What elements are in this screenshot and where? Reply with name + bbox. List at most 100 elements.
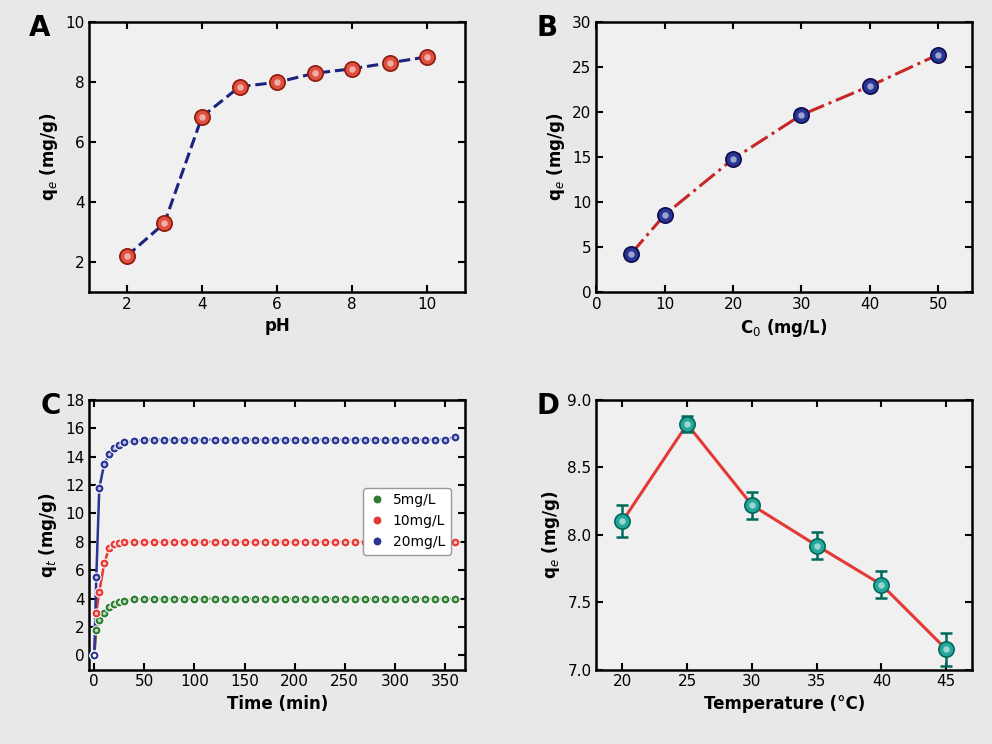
5mg/L [318,594,330,603]
10mg/L [128,537,140,546]
20mg/L [228,435,240,444]
20mg/L [299,435,310,444]
10mg/L [369,537,381,546]
10mg/L [198,537,210,546]
5mg/L [88,651,100,660]
5mg/L [449,594,461,603]
5mg/L [389,594,401,603]
10mg/L [429,537,440,546]
20mg/L [369,435,381,444]
20mg/L [328,435,340,444]
20mg/L [198,435,210,444]
5mg/L [299,594,310,603]
20mg/L [149,435,161,444]
20mg/L [409,435,421,444]
10mg/L [328,537,340,546]
20mg/L [339,435,351,444]
X-axis label: pH: pH [264,318,290,336]
20mg/L [93,484,105,493]
5mg/L [218,594,230,603]
5mg/L [259,594,271,603]
10mg/L [419,537,431,546]
20mg/L [389,435,401,444]
10mg/L [349,537,361,546]
10mg/L [339,537,351,546]
5mg/L [228,594,240,603]
20mg/L [379,435,391,444]
20mg/L [279,435,291,444]
5mg/L [159,594,171,603]
5mg/L [149,594,161,603]
5mg/L [429,594,440,603]
10mg/L [98,559,110,568]
20mg/L [419,435,431,444]
10mg/L [409,537,421,546]
10mg/L [269,537,281,546]
10mg/L [208,537,220,546]
20mg/L [90,573,102,582]
10mg/L [359,537,371,546]
Y-axis label: q$_{e}$ (mg/g): q$_{e}$ (mg/g) [540,490,561,579]
5mg/L [279,594,291,603]
10mg/L [249,537,261,546]
10mg/L [88,651,100,660]
10mg/L [218,537,230,546]
5mg/L [349,594,361,603]
5mg/L [369,594,381,603]
10mg/L [309,537,320,546]
10mg/L [139,537,151,546]
5mg/L [208,594,220,603]
10mg/L [159,537,171,546]
10mg/L [299,537,310,546]
10mg/L [149,537,161,546]
Text: A: A [29,14,51,42]
5mg/L [103,603,115,612]
20mg/L [118,438,130,447]
5mg/L [409,594,421,603]
5mg/L [439,594,451,603]
5mg/L [339,594,351,603]
5mg/L [93,615,105,624]
5mg/L [179,594,190,603]
5mg/L [239,594,251,603]
5mg/L [309,594,320,603]
Line: 5mg/L: 5mg/L [89,594,459,660]
5mg/L [269,594,281,603]
10mg/L [228,537,240,546]
10mg/L [399,537,411,546]
10mg/L [179,537,190,546]
20mg/L [439,435,451,444]
20mg/L [139,435,151,444]
Text: B: B [537,14,558,42]
5mg/L [198,594,210,603]
5mg/L [108,600,120,609]
5mg/L [169,594,181,603]
20mg/L [113,441,125,450]
20mg/L [128,437,140,446]
20mg/L [208,435,220,444]
10mg/L [379,537,391,546]
10mg/L [113,538,125,547]
20mg/L [88,651,100,660]
5mg/L [113,597,125,606]
5mg/L [289,594,301,603]
20mg/L [309,435,320,444]
5mg/L [139,594,151,603]
10mg/L [239,537,251,546]
5mg/L [98,609,110,618]
Y-axis label: q$_{e}$ (mg/g): q$_{e}$ (mg/g) [38,113,60,202]
20mg/L [349,435,361,444]
Line: 20mg/L: 20mg/L [89,432,459,660]
10mg/L [103,543,115,552]
20mg/L [169,435,181,444]
5mg/L [128,595,140,604]
20mg/L [259,435,271,444]
Text: D: D [537,392,559,420]
10mg/L [449,537,461,546]
10mg/L [318,537,330,546]
Y-axis label: q$_{e}$ (mg/g): q$_{e}$ (mg/g) [545,113,566,202]
Text: C: C [41,392,61,420]
20mg/L [269,435,281,444]
10mg/L [279,537,291,546]
5mg/L [328,594,340,603]
